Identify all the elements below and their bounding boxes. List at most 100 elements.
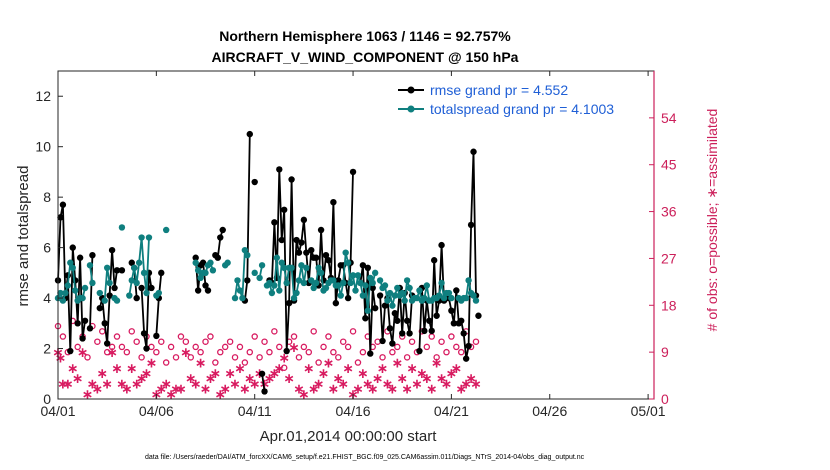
spread-point: [423, 282, 431, 289]
obs-possible-marker: [133, 338, 140, 345]
obs-assimilated-marker: ∗: [446, 365, 458, 381]
rmse-point: [202, 282, 209, 289]
obs-possible-marker: [182, 338, 190, 345]
obs-assimilated-marker: ∗: [337, 375, 349, 391]
obs-assimilated-marker: ∗: [185, 370, 197, 386]
obs-possible-marker: [246, 348, 254, 356]
rmse-point: [86, 325, 94, 332]
obs-possible-marker: [354, 359, 362, 366]
rmse-point: [403, 317, 411, 324]
obs-assimilated-marker: ∗: [441, 375, 453, 391]
obs-assimilated-marker: ∗: [465, 370, 477, 386]
obs-assimilated-marker: ∗: [269, 365, 281, 381]
obs-assimilated-marker: ∗: [205, 370, 217, 386]
rmse-point: [450, 320, 458, 327]
obs-assimilated-marker: ∗: [332, 370, 344, 386]
obs-possible-marker: [349, 328, 357, 335]
rmse-point: [199, 259, 207, 266]
spread-point: [465, 277, 472, 284]
data-file-footer: data file: /Users/raeder/DAI/ATM_forcXX/…: [145, 454, 585, 461]
rmse-point: [148, 284, 155, 292]
obs-assimilated-marker: ∗: [249, 375, 261, 391]
obs-possible-marker: [192, 343, 199, 351]
obs-assimilated-marker: ∗: [111, 360, 123, 376]
obs-possible-marker: [448, 333, 455, 340]
spread-point: [258, 262, 266, 269]
spread-point: [293, 289, 300, 297]
plot-area: [58, 71, 654, 399]
spread-point: [389, 302, 396, 309]
obs-assimilated-marker: ∗: [293, 381, 305, 397]
obs-assimilated-marker: ∗: [401, 381, 413, 397]
spread-point: [128, 277, 135, 284]
spread-point: [445, 289, 453, 297]
x-tick-label: 04/06: [139, 403, 174, 419]
x-tick-label: 04/21: [434, 403, 469, 419]
obs-possible-marker: [457, 348, 465, 356]
rmse-point: [281, 206, 288, 213]
obs-possible-marker: [177, 333, 185, 340]
y-tick-label-right: 36: [661, 204, 677, 220]
obs-possible-marker: [310, 328, 317, 335]
spread-point: [359, 292, 367, 299]
spread-point: [300, 279, 308, 287]
legend-spread-marker: [407, 105, 415, 113]
obs-possible-marker: [251, 333, 258, 340]
spread-point: [135, 259, 143, 266]
spread-point: [81, 284, 89, 292]
rmse-point: [379, 337, 386, 345]
spread-point: [276, 287, 283, 294]
rmse-point: [103, 340, 111, 347]
rmse-point: [258, 370, 266, 377]
y-tick-label-left: 0: [43, 391, 51, 407]
spread-point: [256, 274, 263, 282]
spread-point: [241, 246, 249, 254]
obs-assimilated-marker: ∗: [106, 344, 118, 360]
rmse-point: [330, 199, 337, 206]
spread-point: [86, 262, 94, 269]
obs-possible-marker: [74, 343, 81, 351]
spread-point: [357, 279, 364, 287]
obs-assimilated-marker: ∗: [87, 375, 99, 391]
rmse-point: [386, 325, 394, 332]
spread-point: [251, 269, 258, 277]
spread-point: [234, 277, 241, 284]
obs-assimilated-marker: ∗: [362, 375, 374, 391]
rmse-point: [433, 312, 440, 319]
spread-point: [386, 289, 394, 297]
spread-point: [322, 284, 330, 292]
obs-possible-marker: [325, 333, 332, 340]
obs-possible-marker: [138, 354, 145, 361]
rmse-point: [101, 320, 108, 327]
spread-point: [103, 264, 111, 271]
chart-title-line1: Northern Hemisphere 1063 / 1146 = 92.757…: [219, 28, 511, 44]
obs-possible-marker: [295, 354, 303, 361]
spread-point: [401, 297, 408, 304]
obs-assimilated-marker: ∗: [126, 360, 138, 376]
rmse-point: [312, 254, 320, 261]
spread-point: [416, 287, 423, 294]
obs-assimilated-marker: ∗: [328, 381, 340, 397]
spread-point: [342, 249, 349, 256]
obs-possible-marker: [290, 333, 298, 340]
spread-point: [89, 279, 96, 287]
rmse-point: [111, 284, 118, 292]
rmse-point: [359, 262, 367, 269]
spread-point: [162, 226, 170, 234]
y-tick-label-right: 0: [661, 391, 669, 407]
spread-point: [106, 279, 113, 287]
rmse-point: [278, 236, 285, 244]
rmse-point: [369, 284, 376, 292]
obs-assimilated-marker: ∗: [382, 375, 394, 391]
obs-possible-marker: [359, 348, 367, 356]
spread-point: [462, 294, 470, 302]
obs-assimilated-marker: ∗: [421, 370, 433, 386]
obs-possible-marker: [472, 338, 480, 345]
spread-point: [118, 224, 126, 231]
spread-point: [239, 294, 246, 302]
spread-point: [231, 294, 239, 302]
rmse-point: [344, 294, 352, 302]
obs-assimilated-marker: ∗: [455, 381, 467, 397]
spread-point: [376, 277, 384, 284]
